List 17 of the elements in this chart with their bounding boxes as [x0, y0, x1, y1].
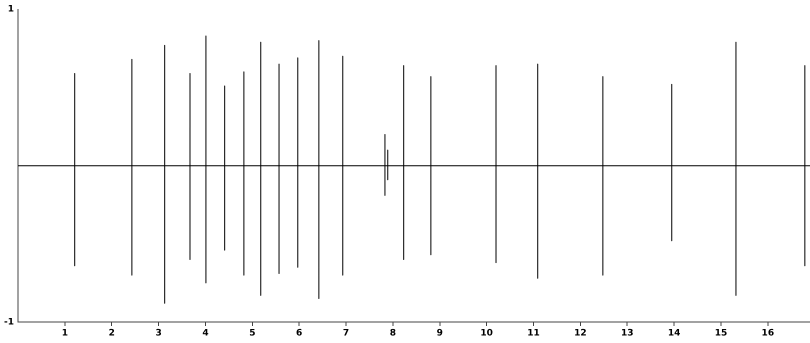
x-tick-label: 12	[574, 328, 587, 339]
x-tick-label: 2	[108, 328, 115, 339]
x-tick-label: 11	[527, 328, 540, 339]
x-tick-label: 14	[668, 328, 680, 339]
x-tick-label: 3	[155, 328, 162, 339]
x-tick-label: 7	[342, 328, 350, 339]
x-tick-label: 16	[762, 328, 774, 339]
x-tick-label: 6	[296, 328, 302, 339]
x-tick-label: 9	[436, 328, 443, 339]
x-tick-label: 15	[714, 328, 728, 339]
x-tick-label: 8	[390, 328, 396, 339]
x-tick-label: 13	[620, 328, 634, 339]
x-tick-label: 10	[480, 328, 493, 339]
x-tick-label: 5	[249, 328, 256, 339]
y-tick-label: -1	[4, 317, 14, 328]
x-tick-label: 4	[202, 328, 209, 339]
x-tick-label: 1	[62, 328, 68, 339]
